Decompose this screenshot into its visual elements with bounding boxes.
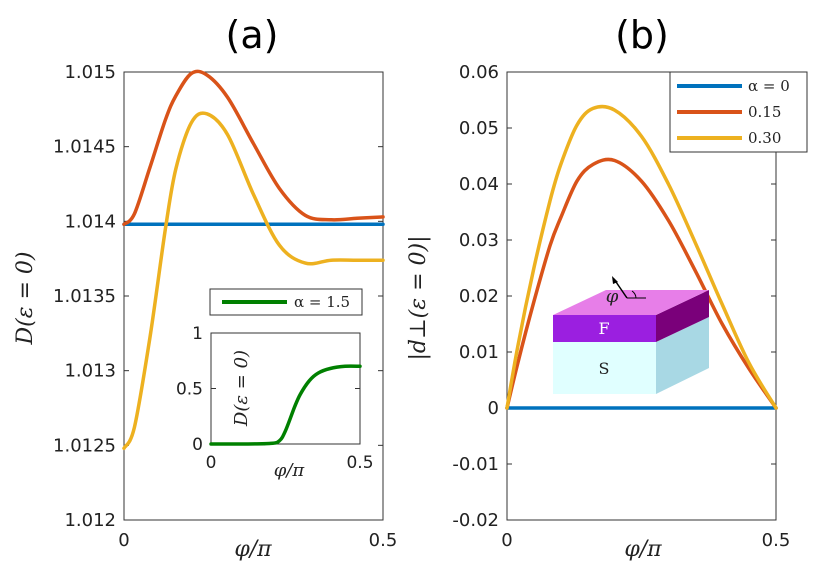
s-layer-front — [553, 342, 656, 394]
panel-b-series-line-2 — [505, 157, 778, 410]
inset: α = 1.5 0 0.5 1 0 0.5 D(ε = 0) φ/π — [176, 287, 374, 481]
panel-a-ytick-label: 1.012 — [64, 510, 116, 531]
f-layer-top — [553, 290, 709, 315]
fs-bilayer-schematic: F S φ — [553, 276, 709, 394]
panel-a-series — [122, 69, 385, 451]
panel-a-series-line-3 — [122, 111, 385, 451]
legend-label-alpha030: 0.30 — [748, 129, 781, 147]
panel-b-ytick-label: -0.01 — [452, 454, 499, 475]
panel-a-ytick-label: 1.013 — [64, 361, 116, 382]
panel-b-axes: -0.02 -0.01 0 0.01 0.02 0.03 0.04 0.05 0.06 0 0.5 — [452, 62, 790, 551]
legend-label-alpha0: α = 0 — [748, 77, 790, 95]
panel-b-xtick-label: 0 — [501, 530, 512, 551]
legend-label-alpha015: 0.15 — [748, 103, 781, 121]
panel-b-xtick-label: 0.5 — [762, 530, 791, 551]
inset-ytick-label: 0 — [192, 435, 203, 455]
inset-series — [209, 364, 362, 446]
s-layer-label: S — [599, 359, 610, 378]
panel-a-label: (a) — [226, 13, 279, 57]
panel-a-xtick-label: 0.5 — [369, 530, 398, 551]
panel-b-ytick-label: 0.02 — [459, 286, 499, 307]
panel-a-ytick-label: 1.0135 — [53, 286, 116, 307]
panel-b-legend: α = 0 0.15 0.30 — [669, 71, 808, 153]
panel-b-ytick-label: 0.06 — [459, 62, 499, 83]
panel-a-xtick-label: 0 — [118, 530, 129, 551]
panel-a-ylabel: D(ε = 0) — [13, 251, 38, 345]
inset-series-line-1 — [209, 364, 362, 446]
panel-b-ytick-label: 0.05 — [459, 118, 499, 139]
panel-b-ytick-label: -0.02 — [452, 510, 499, 531]
inset-xlabel: φ/π — [274, 460, 306, 481]
panel-b-ytick-label: 0.01 — [459, 342, 499, 363]
panel-a-ytick-label: 1.0145 — [53, 137, 116, 158]
panel-b-ylabel: |d⊥(ε = 0)| — [406, 236, 431, 361]
inset-ylabel: D(ε = 0) — [231, 350, 252, 427]
panel-a-ytick-label: 1.0125 — [53, 435, 116, 456]
f-layer-front — [553, 315, 656, 342]
inset-ytick-label: 0.5 — [176, 380, 203, 400]
panel-b-ytick-label: 0 — [488, 398, 499, 419]
panel-b-label: (b) — [615, 13, 669, 57]
inset-axes: 0 0.5 1 0 0.5 — [176, 324, 374, 473]
inset-xtick-label: 0 — [206, 453, 217, 473]
f-layer-side — [656, 290, 709, 342]
panel-b: (b) -0.02 -0.01 0 0.01 0.02 0.03 0.04 0.05 0.06 0… — [406, 13, 808, 562]
angle-label: φ — [606, 286, 619, 307]
inset-xtick-label: 0.5 — [346, 453, 373, 473]
panel-a: (a) 1.012 1.0125 1.013 1.0135 1.014 1.0145 1.0… — [13, 13, 397, 562]
inset-legend-label: α = 1.5 — [294, 293, 350, 311]
panel-b-ytick-label: 0.03 — [459, 230, 499, 251]
s-layer-side — [656, 317, 709, 394]
panel-b-series — [505, 104, 778, 410]
f-layer-label: F — [598, 319, 609, 338]
panel-a-series-line-2 — [122, 69, 385, 227]
inset-ytick-label: 1 — [192, 324, 203, 344]
panel-b-ytick-label: 0.04 — [459, 174, 499, 195]
panel-a-ytick-label: 1.015 — [64, 62, 116, 83]
panel-b-xlabel: φ/π — [624, 537, 662, 562]
magnetization-arrowhead-icon — [612, 276, 618, 284]
panel-a-ytick-label: 1.014 — [64, 211, 116, 232]
angle-arc-icon — [631, 290, 637, 299]
panel-b-series-line-3 — [505, 104, 778, 410]
panel-a-xlabel: φ/π — [234, 537, 272, 562]
